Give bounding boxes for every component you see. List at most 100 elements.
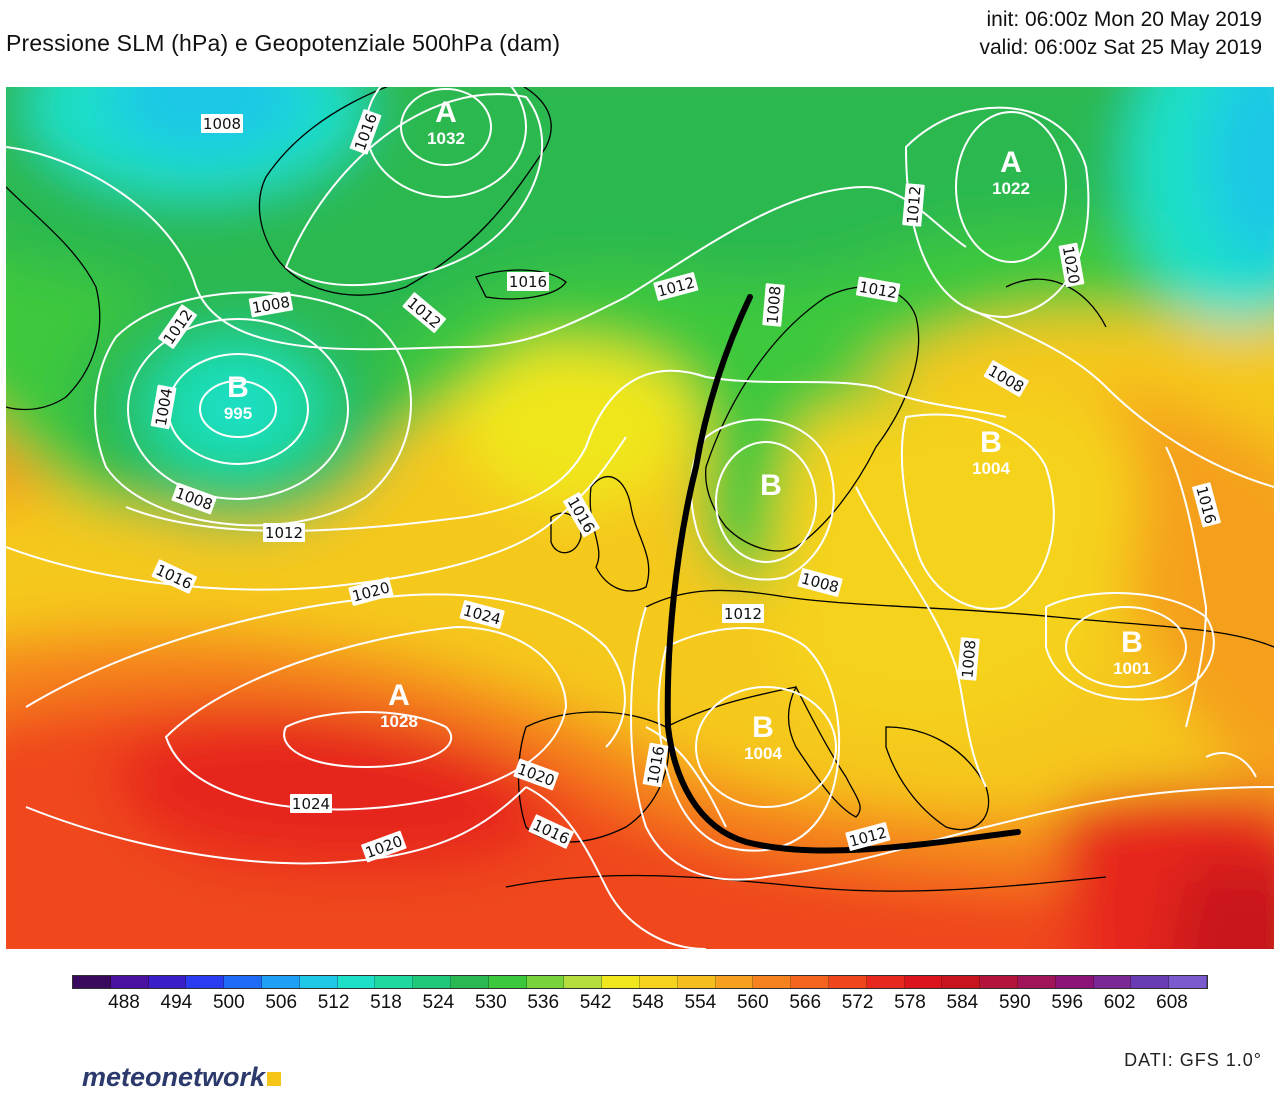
colorbar-swatch bbox=[526, 976, 565, 988]
colorbar-tick-label: 590 bbox=[998, 992, 1031, 1013]
colorbar-tick-label: 596 bbox=[1051, 992, 1084, 1013]
map-svg: 1008 101610121008100410081012101610161012… bbox=[6, 87, 1274, 949]
isobar-label: 1008 bbox=[201, 114, 243, 133]
colorbar-swatch bbox=[110, 976, 149, 988]
weather-map: 1008 1016 1012 1008 1004 1008 1012 1016 1016 1012… bbox=[6, 87, 1274, 949]
colorbar-swatch bbox=[1093, 976, 1132, 988]
colorbar-tick-label: 554 bbox=[684, 992, 717, 1013]
brand-logo: meteonetwork bbox=[82, 1062, 282, 1093]
svg-text:A: A bbox=[435, 96, 457, 129]
colorbar-tick-label: 500 bbox=[212, 992, 245, 1013]
colorbar-tick-label: 608 bbox=[1156, 992, 1188, 1013]
colorbar-swatch bbox=[375, 976, 414, 988]
valid-time: valid: 06:00z Sat 25 May 2019 bbox=[979, 36, 1262, 59]
colorbar-tick-label: 578 bbox=[894, 992, 926, 1013]
svg-text:B: B bbox=[980, 426, 1002, 459]
colorbar-swatch bbox=[904, 976, 943, 988]
isobar-label: 1024 bbox=[290, 794, 332, 813]
colorbar-swatch bbox=[224, 976, 262, 988]
run-info: init: 06:00z Mon 20 May 2019 valid: 06:0… bbox=[979, 6, 1262, 62]
colorbar-swatch bbox=[413, 976, 451, 988]
svg-text:1008: 1008 bbox=[203, 115, 241, 133]
svg-text:1022: 1022 bbox=[992, 179, 1030, 198]
colorbar-swatch bbox=[639, 976, 678, 988]
colorbar-tick-label: 542 bbox=[579, 992, 612, 1013]
colorbar-swatch bbox=[980, 976, 1018, 988]
colorbar-swatch bbox=[1131, 976, 1170, 988]
data-source: DATI: GFS 1.0° bbox=[1124, 1050, 1262, 1070]
svg-text:1012: 1012 bbox=[265, 524, 303, 542]
colorbar-ticks: 488 494 500 506 512 518 524 530 536 542 548 554 560 5… bbox=[72, 992, 1206, 1018]
svg-text:1028: 1028 bbox=[380, 712, 418, 731]
colorbar-swatch bbox=[942, 976, 981, 988]
colorbar-swatch bbox=[450, 976, 489, 988]
isobar-label: 1012 bbox=[902, 183, 925, 227]
isobar-label: 1012 bbox=[722, 604, 764, 623]
colorbar-tick-label: 530 bbox=[474, 992, 507, 1013]
svg-text:1001: 1001 bbox=[1113, 659, 1151, 678]
svg-text:A: A bbox=[388, 679, 410, 712]
colorbar-tick-label: 572 bbox=[841, 992, 874, 1013]
svg-text:1012: 1012 bbox=[724, 605, 762, 623]
colorbar-tick-label: 560 bbox=[736, 992, 769, 1013]
colorbar-swatch bbox=[1017, 976, 1056, 988]
colorbar-tick-label: 488 bbox=[108, 992, 140, 1013]
colorbar-swatch bbox=[564, 976, 603, 988]
isobar-label: 1012 bbox=[263, 523, 305, 542]
colorbar-swatch bbox=[1055, 976, 1094, 988]
svg-text:B: B bbox=[760, 469, 782, 502]
colorbar-swatch bbox=[73, 976, 111, 988]
colorbar-swatch bbox=[299, 976, 338, 988]
isobar-label: 1008 bbox=[762, 283, 785, 327]
colorbar-tick-label: 566 bbox=[789, 992, 822, 1013]
svg-text:B: B bbox=[752, 711, 774, 744]
svg-text:1008: 1008 bbox=[958, 639, 979, 679]
colorbar-swatch bbox=[602, 976, 640, 988]
chart-title: Pressione SLM (hPa) e Geopotenziale 500h… bbox=[6, 30, 561, 56]
colorbar-tick-label: 584 bbox=[946, 992, 979, 1013]
colorbar-swatch bbox=[791, 976, 829, 988]
colorbar-swatch bbox=[828, 976, 867, 988]
colorbar-swatch bbox=[866, 976, 905, 988]
isobar-label: 1008 bbox=[248, 291, 294, 318]
svg-text:1024: 1024 bbox=[292, 795, 330, 813]
colorbar-swatch bbox=[715, 976, 754, 988]
colorbar-swatch bbox=[261, 976, 300, 988]
colorbar-swatch bbox=[677, 976, 716, 988]
isobar-label: 1016 bbox=[507, 272, 549, 291]
svg-text:B: B bbox=[227, 371, 249, 404]
svg-text:1004: 1004 bbox=[744, 744, 782, 763]
colorbar-tick-label: 548 bbox=[632, 992, 664, 1013]
svg-text:1008: 1008 bbox=[763, 285, 784, 325]
colorbar-tick-label: 494 bbox=[160, 992, 193, 1013]
colorbar-tick-label: 602 bbox=[1103, 992, 1136, 1013]
svg-text:995: 995 bbox=[224, 404, 252, 423]
colorbar-swatch bbox=[186, 976, 225, 988]
colorbar-swatch bbox=[1169, 976, 1207, 988]
svg-text:A: A bbox=[1000, 146, 1022, 179]
coastlines bbox=[6, 87, 1274, 892]
brand-square-icon bbox=[267, 1072, 282, 1086]
colorbar-tick-label: 512 bbox=[317, 992, 350, 1013]
colorbar-swatch bbox=[337, 976, 376, 988]
init-time: init: 06:00z Mon 20 May 2019 bbox=[986, 8, 1262, 31]
svg-text:1016: 1016 bbox=[509, 273, 547, 291]
pressure-center-low: B bbox=[760, 469, 782, 502]
colorbar-tick-label: 524 bbox=[422, 992, 455, 1013]
svg-text:B: B bbox=[1121, 626, 1143, 659]
svg-text:1032: 1032 bbox=[427, 129, 465, 148]
colorbar-swatch bbox=[148, 976, 187, 988]
colorbar-tick-label: 536 bbox=[527, 992, 560, 1013]
annotation-curve bbox=[664, 294, 1021, 854]
colorbar-swatch bbox=[488, 976, 527, 988]
colorbar-tick-label: 506 bbox=[265, 992, 298, 1013]
geopotential-field bbox=[6, 87, 1274, 949]
